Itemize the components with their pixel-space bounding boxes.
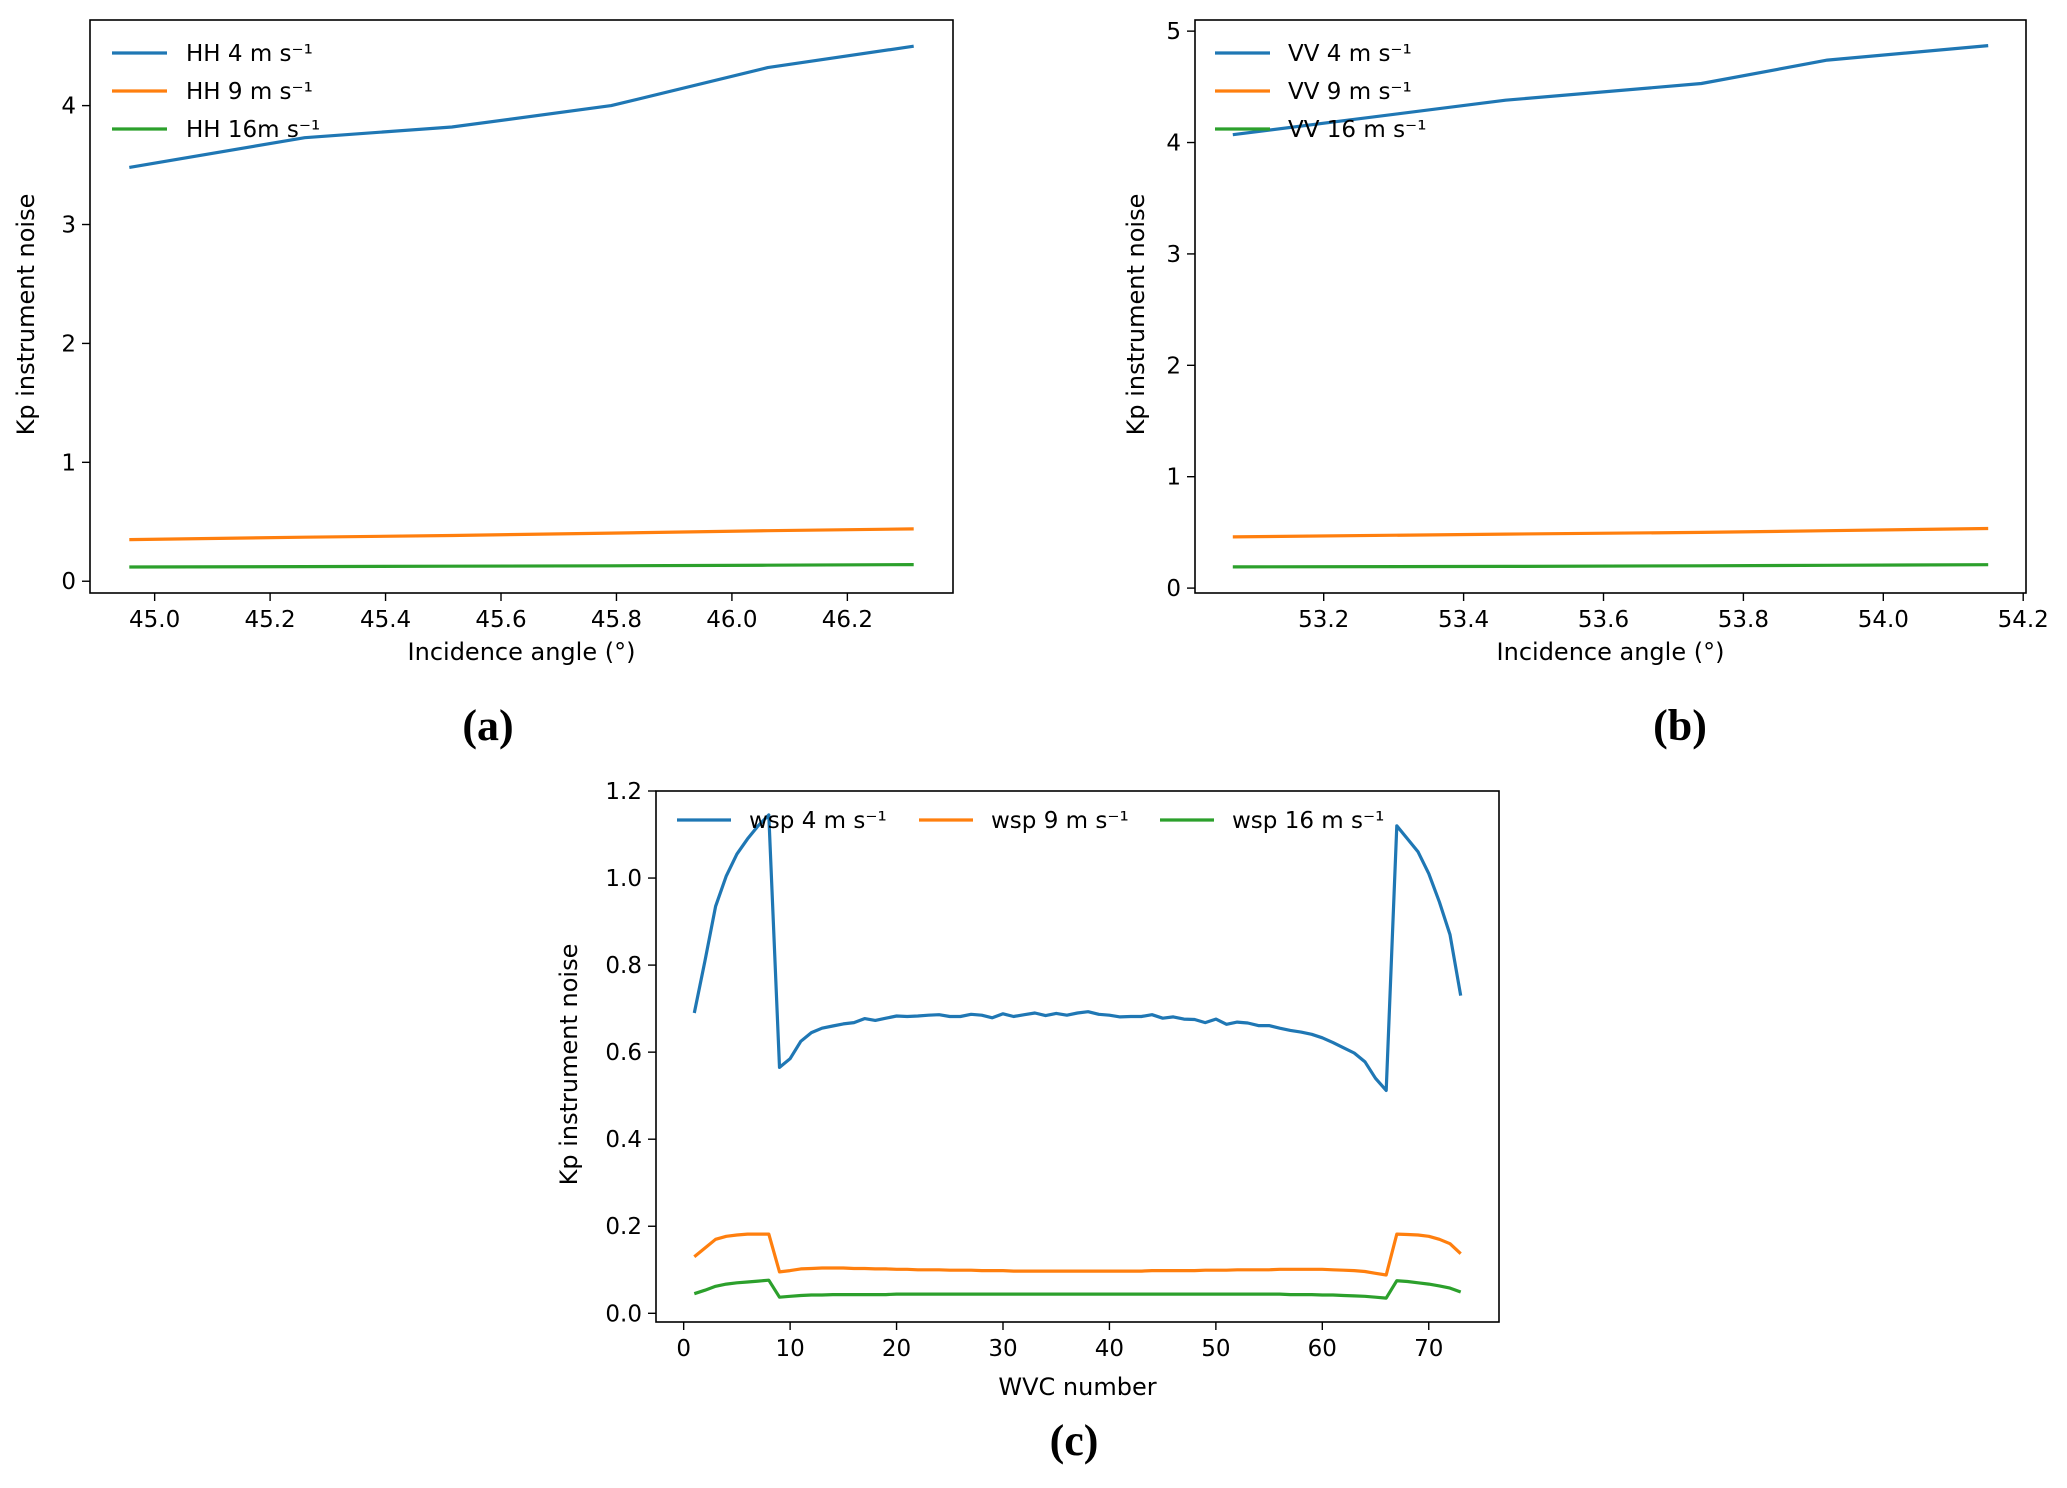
x-tick-label: 53.6: [1578, 607, 1629, 633]
x-axis-label: Incidence angle (°): [1497, 638, 1725, 666]
x-tick-label: 45.0: [129, 607, 180, 633]
legend-label: wsp 4 m s⁻¹: [749, 808, 887, 834]
y-tick-label: 0.6: [605, 1040, 642, 1066]
legend-label: VV 4 m s⁻¹: [1288, 41, 1412, 67]
y-tick-label: 3: [61, 213, 76, 239]
x-tick-label: 45.4: [360, 607, 411, 633]
x-tick-label: 60: [1308, 1336, 1337, 1362]
y-tick-label: 0.8: [605, 953, 642, 979]
x-tick-label: 45.8: [591, 607, 642, 633]
legend: HH 4 m s⁻¹ HH 9 m s⁻¹ HH 16m s⁻¹: [112, 41, 320, 143]
series-line-2: [129, 527, 914, 542]
legend-label: VV 9 m s⁻¹: [1288, 79, 1412, 105]
y-axis-label: Kp instrument noise: [12, 194, 40, 436]
axes-frame: [655, 790, 1500, 1323]
x-tick-label: 45.2: [244, 607, 295, 633]
series-line-2: [1232, 526, 1989, 539]
y-tick-label: 4: [61, 94, 76, 120]
x-tick-label: 10: [775, 1336, 804, 1362]
x-tick-label: 46.2: [822, 607, 873, 633]
chart-panel-c: 0 10 20 30 40 50 60 70 0.0 0.2 0.4 0.6 0.8 1.0 1.2 WVC …: [555, 779, 1500, 1465]
y-axis-label: Kp instrument noise: [1122, 194, 1150, 436]
x-tick-label: 0: [676, 1336, 691, 1362]
legend-label: VV 16 m s⁻¹: [1288, 117, 1426, 143]
y-axis-label: Kp instrument noise: [555, 944, 583, 1186]
panel-label: (b): [1653, 701, 1707, 750]
x-tick-label: 53.8: [1718, 607, 1769, 633]
x-tick-label: 40: [1095, 1336, 1124, 1362]
y-tick-label: 5: [1166, 19, 1181, 45]
series-line-3: [1232, 563, 1989, 569]
x-tick-label: 53.4: [1438, 607, 1489, 633]
series-line-3: [693, 1278, 1462, 1300]
y-tick-label: 0.0: [605, 1301, 642, 1327]
y-tick-label: 2: [61, 331, 76, 357]
axes-frame: [89, 19, 954, 594]
legend-label: HH 9 m s⁻¹: [186, 79, 313, 105]
y-tick-label: 0.4: [605, 1127, 642, 1153]
x-axis-label: Incidence angle (°): [408, 638, 636, 666]
y-tick-label: 1: [1166, 465, 1181, 491]
series-line-3: [129, 562, 914, 569]
x-tick-label: 53.2: [1298, 607, 1349, 633]
panel-label: (c): [1050, 1416, 1099, 1465]
y-tick-label: 1: [61, 450, 76, 476]
x-tick-label: 46.0: [706, 607, 757, 633]
y-tick-label: 4: [1166, 131, 1181, 157]
x-tick-label: 45.6: [475, 607, 526, 633]
y-tick-label: 0: [61, 569, 76, 595]
legend: wsp 4 m s⁻¹ wsp 9 m s⁻¹ wsp 16 m s⁻¹: [677, 808, 1384, 834]
y-tick-label: 1.0: [605, 866, 642, 892]
y-tick-label: 1.2: [605, 779, 642, 805]
series-line-1: [129, 44, 914, 169]
legend-label: wsp 16 m s⁻¹: [1232, 808, 1384, 834]
y-tick-label: 0.2: [605, 1214, 642, 1240]
chart-panel-b: 53.2 53.4 53.6 53.8 54.0 54.2 0 1 2 3 4 5 Incidence …: [1122, 19, 2049, 750]
panel-label: (a): [462, 701, 513, 750]
series-line-1: [692, 813, 1463, 1093]
x-axis-label: WVC number: [998, 1373, 1156, 1401]
axes-frame: [1194, 19, 2027, 594]
x-tick-label: 20: [882, 1336, 911, 1362]
x-tick-label: 30: [988, 1336, 1017, 1362]
series-line-2: [693, 1232, 1462, 1277]
x-tick-label: 54.2: [1998, 607, 2049, 633]
legend-label: wsp 9 m s⁻¹: [991, 808, 1129, 834]
legend-label: HH 4 m s⁻¹: [186, 41, 313, 67]
x-tick-label: 50: [1201, 1336, 1230, 1362]
x-tick-label: 70: [1414, 1336, 1443, 1362]
x-tick-label: 54.0: [1858, 607, 1909, 633]
y-tick-label: 2: [1166, 353, 1181, 379]
legend: VV 4 m s⁻¹ VV 9 m s⁻¹ VV 16 m s⁻¹: [1215, 41, 1426, 143]
chart-panel-a: 45.0 45.2 45.4 45.6 45.8 46.0 46.2 0 1 2 3 4 Inciden…: [12, 19, 954, 750]
y-tick-label: 3: [1166, 242, 1181, 268]
series-line-1: [1232, 44, 1989, 137]
legend-label: HH 16m s⁻¹: [186, 117, 320, 143]
y-tick-label: 0: [1166, 576, 1181, 602]
